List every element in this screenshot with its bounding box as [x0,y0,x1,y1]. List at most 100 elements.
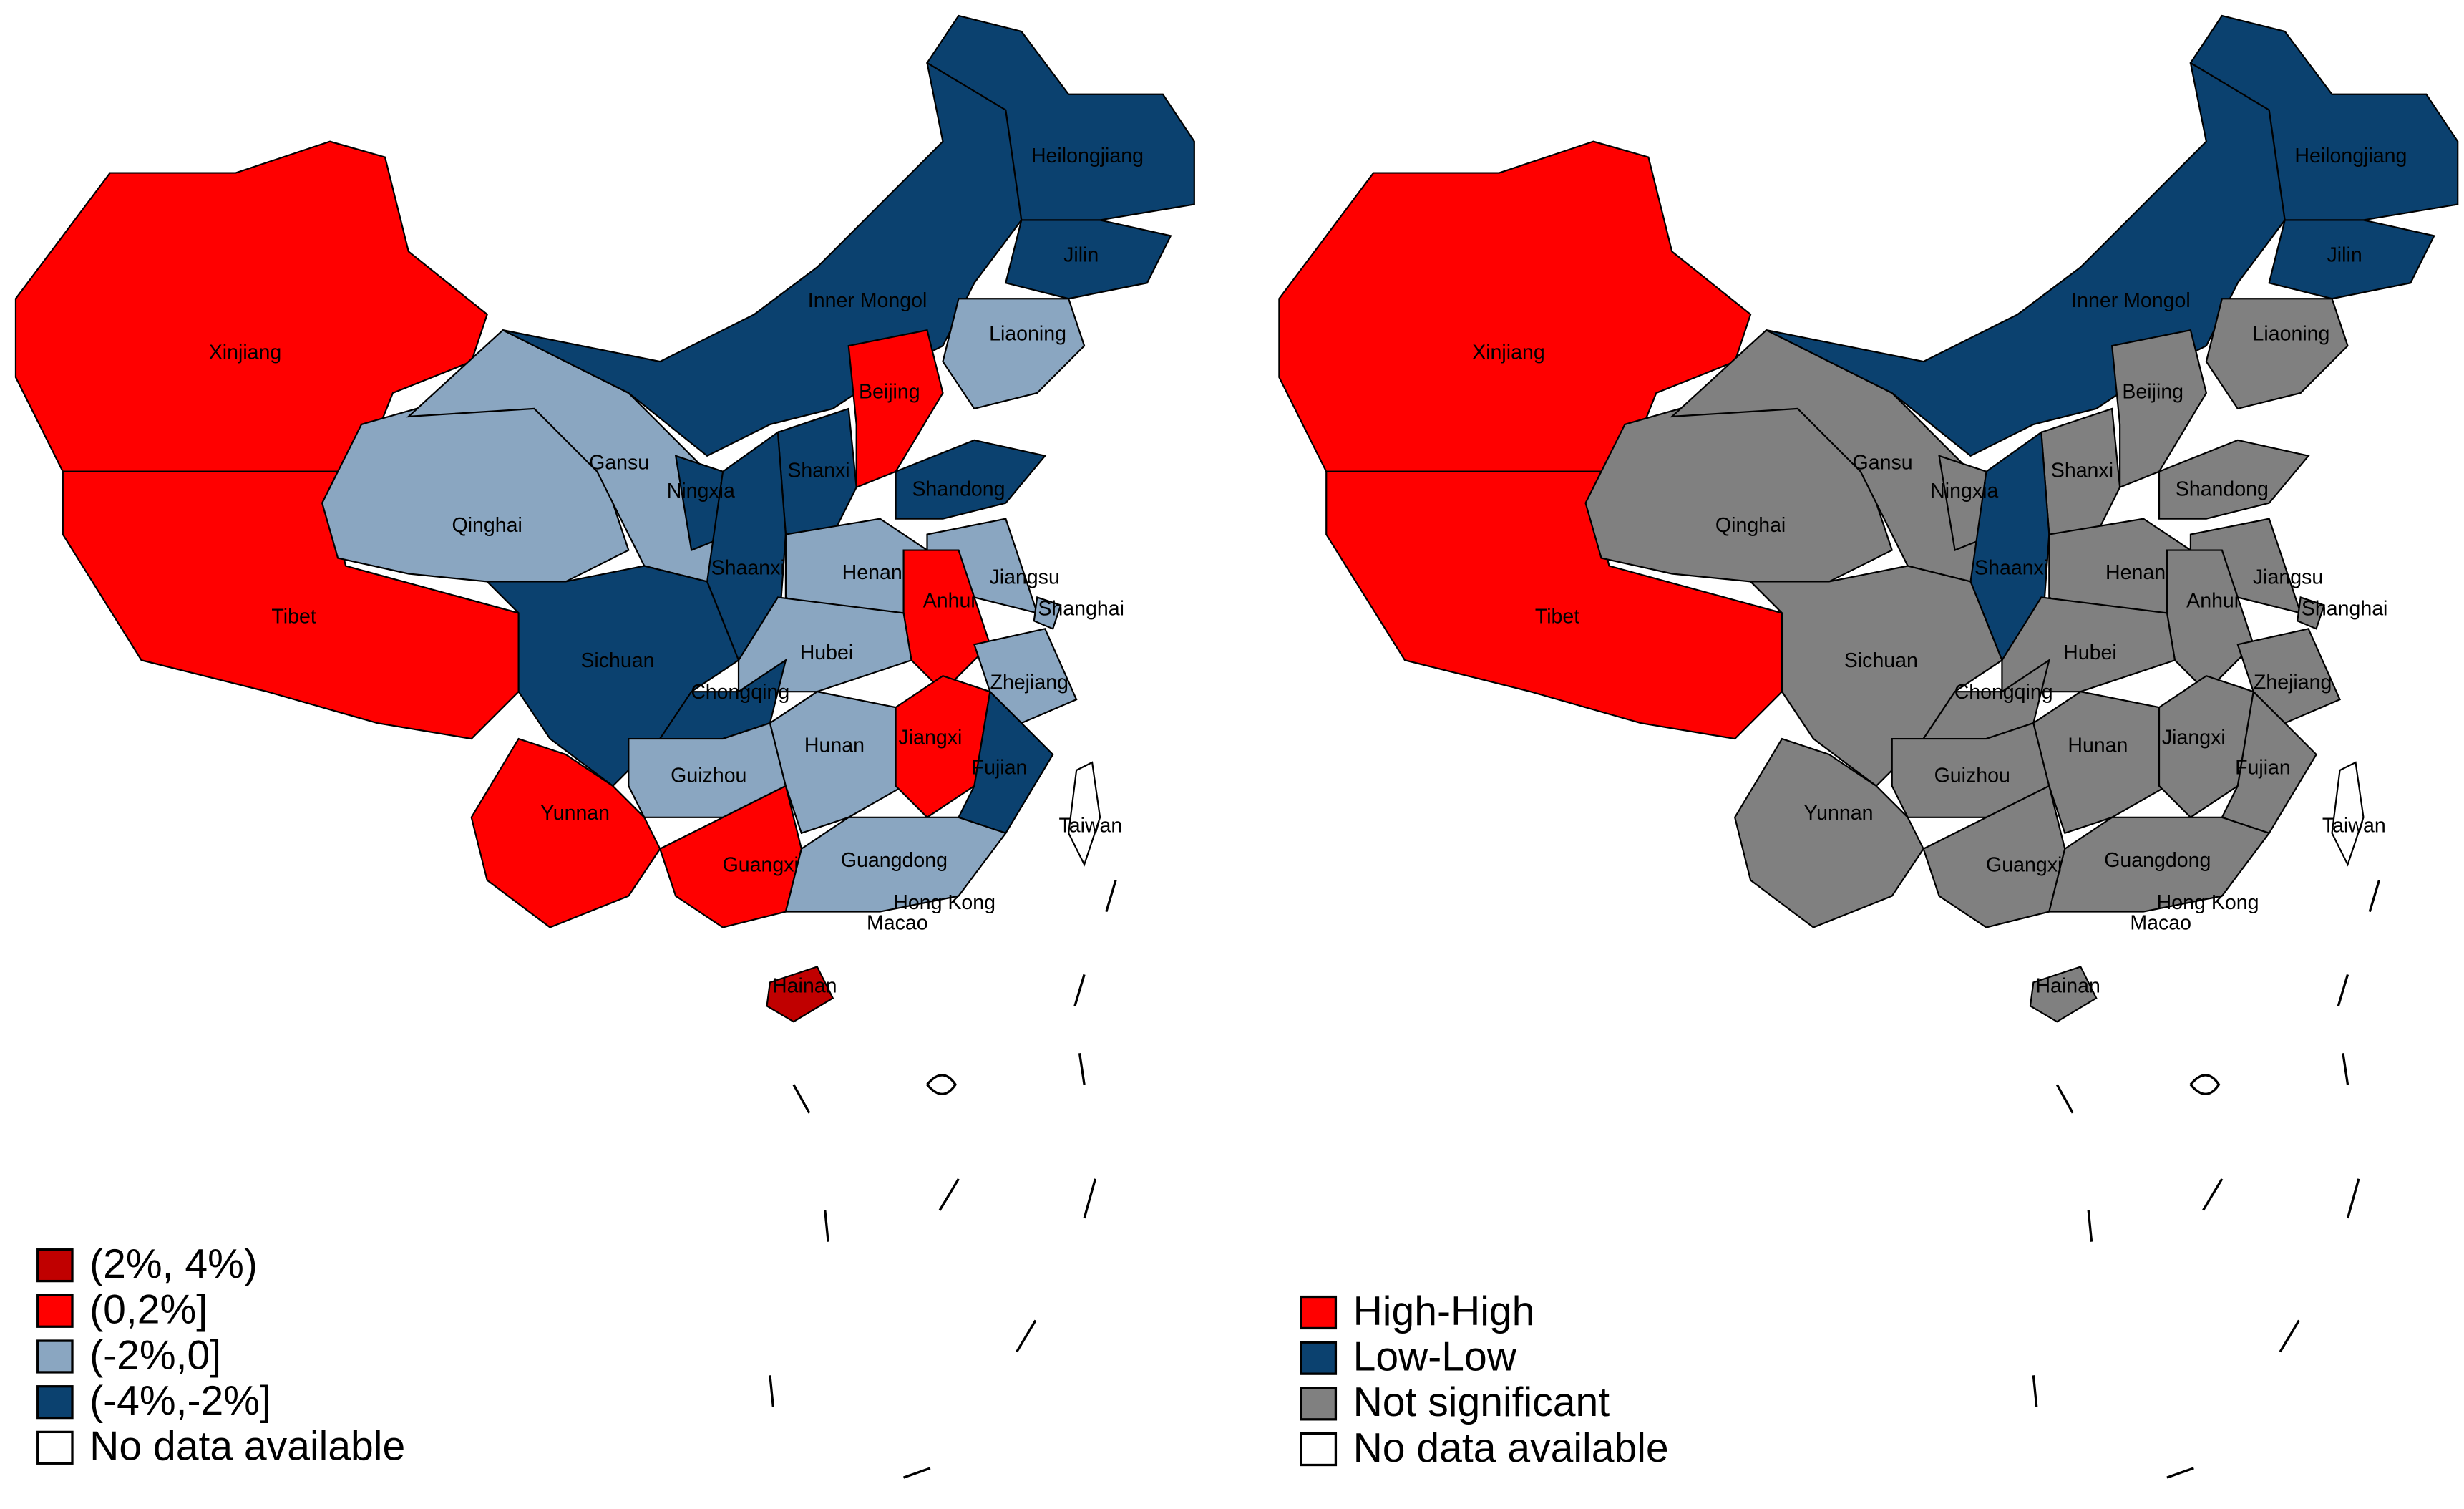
province [1068,761,1101,867]
province-label: Ningxia [667,480,735,503]
map: Xinjiang Tibet Qinghai Gansu Inner Mongol Hei… [14,14,1195,1470]
province-label: Zhejiang [2254,671,2332,694]
decoration-left [769,880,1117,1479]
province-label: Hubei [2063,641,2117,664]
province-label: Qinghai [1715,514,1786,537]
province-label: Shanxi [787,459,849,482]
province-label: Jilin [1063,243,1099,266]
province-label: Sichuan [1844,649,1918,672]
province-label: Heilongjiang [2294,145,2407,168]
province [470,737,661,928]
province [2297,596,2325,630]
province-label: Shanghai [1038,598,1124,621]
province-label: Liaoning [2253,322,2330,345]
province [2158,439,2310,520]
province-label: Taiwan [1058,815,1122,838]
province-label: Liaoning [989,322,1066,345]
province-label: Yunnan [540,802,610,825]
legend-swatch [36,1430,74,1465]
province [925,14,1195,221]
province-label: Inner Mongol [2071,289,2191,312]
province-label: Heilongjiang [1031,145,1144,168]
legend-swatch [36,1294,74,1328]
province-label: Guangdong [841,849,948,872]
province-label: Zhejiang [990,671,1068,694]
legend-label: High-High [1353,1289,1535,1334]
province [973,628,1078,724]
place-label: Macao [2130,912,2191,935]
province-label: Guizhou [1934,764,2010,787]
province-label: Hunan [804,734,865,757]
province-label: Gansu [1853,451,1913,474]
place-label: Hong Kong [2157,891,2259,914]
province-label: Guangdong [2104,849,2211,872]
province [2029,966,2098,1023]
legend-label: (2%, 4%) [89,1241,258,1287]
province [2331,761,2365,867]
province [2032,691,2168,835]
legend-label: No data available [89,1424,405,1470]
province-label: Hunan [2068,734,2128,757]
province-label: Chongqing [1954,681,2053,704]
legend-label: Low-Low [1353,1334,1517,1379]
province [2189,14,2459,221]
legend-swatch [1300,1432,1338,1467]
province [895,439,1047,520]
province-label: Henan [2105,561,2166,584]
province-label: Jiangsu [2253,566,2323,589]
province [1004,219,1172,300]
place-label: Hong Kong [893,891,995,914]
province-label: Hainan [2035,975,2100,998]
province [784,816,1008,913]
province [1033,596,1062,630]
province-label: Shandong [912,478,1005,501]
legend-swatch [1300,1387,1338,1421]
province [1733,737,1924,928]
province-label: Taiwan [2322,815,2386,838]
province [2268,219,2435,300]
province-label: Chongqing [691,681,789,704]
province-label: Guangxi [723,853,799,876]
province-label: Beijing [859,381,920,404]
province-label: Tibet [1535,606,1579,629]
map: Xinjiang Tibet Qinghai Gansu Inner Mongol Hei… [1278,14,2459,1471]
province [766,966,834,1023]
province-label: Shaanxi [711,556,785,579]
province-label: Guangxi [1986,853,2062,876]
place-label: Macao [867,912,928,935]
province [2205,298,2349,410]
province-label: Sichuan [580,649,654,672]
province-label: Henan [842,561,902,584]
province-label: Jilin [2327,243,2362,266]
province [942,298,1086,410]
legend-label: (0,2%] [89,1287,208,1333]
legend-swatch [1300,1295,1338,1330]
legend-swatch [36,1385,74,1420]
legend-label: No data available [1353,1425,1669,1471]
province-label: Jiangxi [899,727,963,749]
province-label: Hainan [772,975,837,998]
province-label: Shandong [2176,478,2269,501]
province-label: Jiangxi [2162,727,2226,749]
province-label: Shanghai [2302,598,2388,621]
legend-label: (-2%,0] [89,1332,221,1378]
legend-swatch [36,1248,74,1283]
province-label: Beijing [2122,381,2183,404]
province-label: Anhui [2186,590,2239,613]
legend-label: Not significant [1353,1379,1610,1425]
province-label: Jiangsu [989,566,1059,589]
province-label: Inner Mongol [808,289,927,312]
province-label: Qinghai [452,514,522,537]
province-label: Ningxia [1930,480,1998,503]
province-label: Guizhou [671,764,746,787]
province-label: Fujian [2235,756,2291,779]
province-label: Tibet [271,606,316,629]
province-label: Xinjiang [1472,341,1545,364]
province [2236,628,2341,724]
legend-swatch [1300,1341,1338,1375]
province-label: Anhui [923,590,975,613]
decoration-right [2032,880,2381,1479]
province-label: Fujian [972,756,1028,779]
